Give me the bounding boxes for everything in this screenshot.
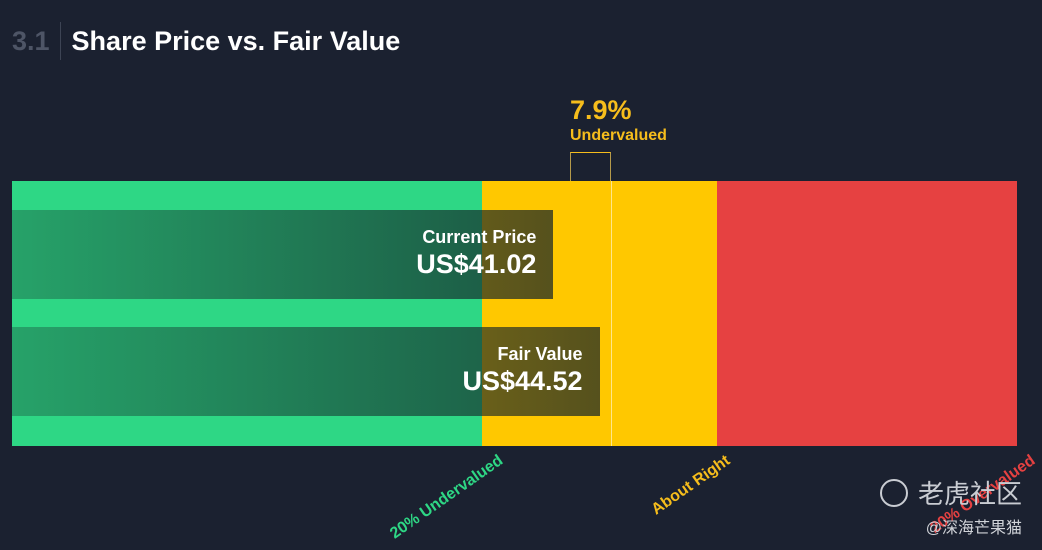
- tiger-logo-icon: [879, 478, 908, 507]
- current-price-bar: Current Price US$41.02: [12, 210, 554, 299]
- current-price-label-group: Current Price US$41.02: [416, 226, 536, 280]
- watermark-brand: 老虎社区: [917, 479, 1022, 509]
- discount-label: Undervalued: [570, 127, 667, 144]
- current-price-name: Current Price: [422, 227, 537, 247]
- fair-value-guide-line: [611, 181, 612, 446]
- current-price-value: US$41.02: [416, 249, 537, 279]
- discount-bracket: [570, 152, 611, 181]
- page-title: Share Price vs. Fair Value: [71, 26, 401, 56]
- axis-label-undervalued: 20% Undervalued: [386, 452, 506, 543]
- discount-badge: 7.9% Undervalued: [570, 94, 667, 146]
- fair-value-name: Fair Value: [497, 344, 583, 364]
- watermark: 老虎社区: [879, 474, 1022, 511]
- axis-label-about-right: About Right: [648, 452, 733, 519]
- fair-value-value: US$44.52: [462, 366, 583, 396]
- discount-percent: 7.9%: [570, 95, 632, 125]
- zone-overvalued: [717, 181, 1017, 446]
- watermark-author: @深海芒果猫: [925, 520, 1022, 537]
- section-number: 3.1: [12, 22, 61, 60]
- header: 3.1 Share Price vs. Fair Value: [12, 22, 400, 60]
- fair-value-label-group: Fair Value US$44.52: [462, 343, 582, 397]
- fair-value-bar: Fair Value US$44.52: [12, 327, 600, 416]
